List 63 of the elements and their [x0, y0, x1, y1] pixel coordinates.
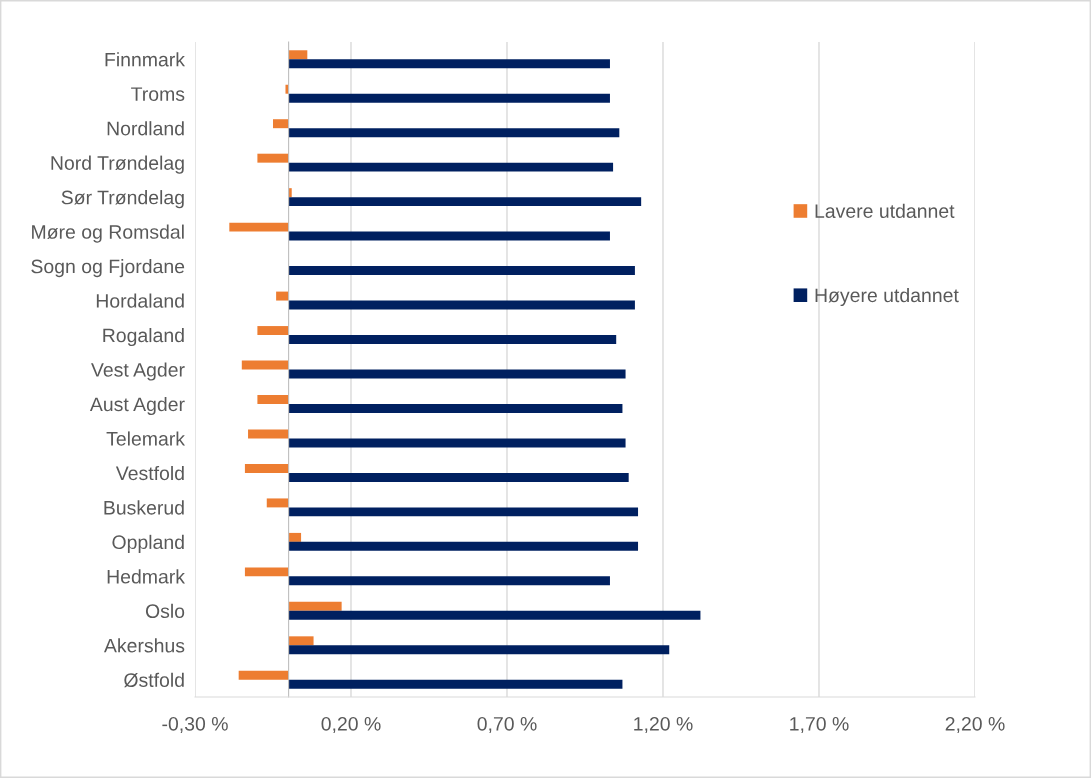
y-tick-label: Telemark	[106, 431, 186, 446]
bar	[288, 403, 623, 413]
bar	[276, 291, 289, 301]
bar	[244, 463, 289, 473]
y-tick-label: Oslo	[145, 603, 185, 619]
x-tick-label: 1,20 %	[634, 716, 693, 734]
bar	[288, 438, 626, 448]
y-tick-label: Aust Agder	[89, 396, 185, 416]
x-tick-label: -0,30 %	[162, 716, 228, 734]
bar	[288, 300, 635, 310]
legend-label: Høyere utdannet	[815, 287, 959, 307]
x-tick-label: 0,70 %	[477, 716, 537, 734]
bar	[288, 679, 623, 689]
bar	[288, 610, 701, 620]
y-tick-label: Møre og Romsdal	[32, 224, 184, 243]
y-tick-label: Nord Trøndelag	[51, 155, 184, 174]
y-tick-label: Akershus	[103, 638, 185, 653]
y-tick-label: Finnmark	[105, 52, 186, 67]
y-tick-label: Østfold	[124, 672, 184, 688]
bar	[288, 601, 342, 611]
bar	[288, 541, 639, 551]
bar	[288, 507, 639, 517]
y-tick-label: Nordland	[107, 121, 184, 136]
y-tick-label: Rogaland	[103, 327, 184, 347]
bar	[248, 429, 289, 439]
bar	[229, 222, 289, 232]
x-tick-label: 0,20 %	[321, 716, 381, 734]
bar	[288, 636, 314, 646]
bar	[257, 326, 289, 336]
y-tick-label: Hordaland	[96, 293, 184, 308]
bar	[244, 567, 289, 577]
x-tick-label: 1,70 %	[790, 716, 849, 734]
bar	[288, 197, 642, 207]
bar	[241, 360, 289, 370]
y-tick-label: Buskerud	[104, 500, 184, 515]
bar	[288, 93, 610, 103]
bar	[238, 670, 289, 680]
bar	[285, 84, 289, 94]
y-tick-label: Oppland	[112, 534, 184, 553]
bar	[288, 576, 610, 586]
bar	[288, 231, 610, 241]
bar	[257, 153, 289, 163]
x-tick-label: 2,20 %	[945, 716, 1005, 734]
bar	[266, 498, 289, 508]
bar	[288, 188, 292, 198]
y-tick-label: Vestfold	[115, 465, 184, 481]
y-tick-label: Troms	[131, 87, 185, 101]
bar	[288, 128, 620, 138]
bar	[288, 532, 302, 542]
y-tick-label: Hedmark	[107, 569, 186, 584]
legend-label: Lavere utdannet	[815, 203, 955, 218]
bar	[257, 395, 289, 404]
bar	[288, 59, 610, 69]
bar	[288, 472, 629, 482]
bar	[288, 645, 670, 655]
bar	[273, 119, 289, 129]
y-tick-label: Vest Agder	[91, 362, 185, 381]
y-tick-label: Sogn og Fjordane	[31, 259, 185, 278]
bar	[288, 266, 635, 276]
y-tick-label: Sør Trøndelag	[61, 190, 184, 209]
bar	[288, 50, 308, 60]
bar	[288, 162, 614, 172]
bar	[288, 335, 617, 344]
